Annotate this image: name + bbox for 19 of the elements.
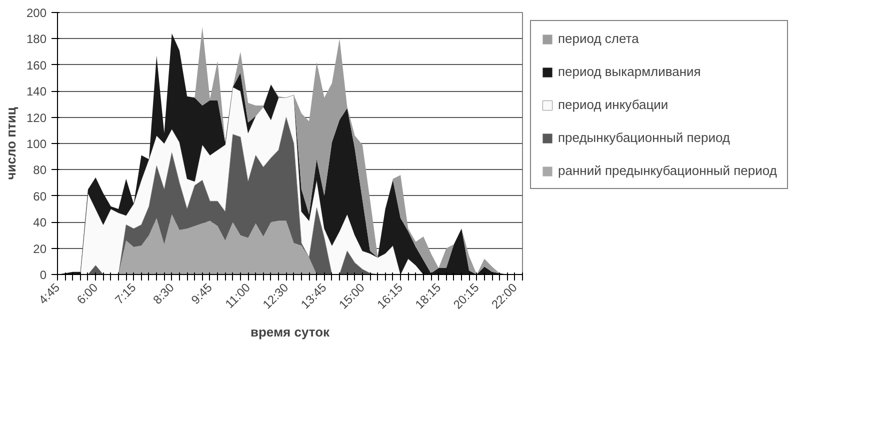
legend-label: период слета: [558, 31, 639, 46]
y-tick-label: 120: [26, 110, 47, 125]
y-tick-label: 60: [33, 189, 47, 204]
y-axis-title: число птиц: [3, 107, 18, 180]
y-tick-label: 20: [33, 242, 47, 256]
y-tick-label: 40: [33, 216, 47, 230]
y-tick-label: 140: [26, 84, 47, 99]
legend-label: ранний предынкубационный период: [558, 163, 777, 178]
y-tick-label: 160: [26, 58, 47, 72]
legend-label: период выкармливания: [558, 64, 701, 79]
y-tick-label: 0: [40, 268, 47, 282]
x-tick-label: 6:00: [74, 280, 101, 307]
x-axis-title: время суток: [250, 324, 330, 340]
y-tick-label: 80: [33, 163, 47, 178]
y-tick-label: 100: [26, 137, 47, 151]
legend-label: предынкубационный период: [558, 130, 730, 145]
y-tick-label: 180: [26, 32, 47, 46]
y-tick-label: 200: [26, 6, 47, 20]
legend-label: период инкубации: [558, 97, 668, 112]
